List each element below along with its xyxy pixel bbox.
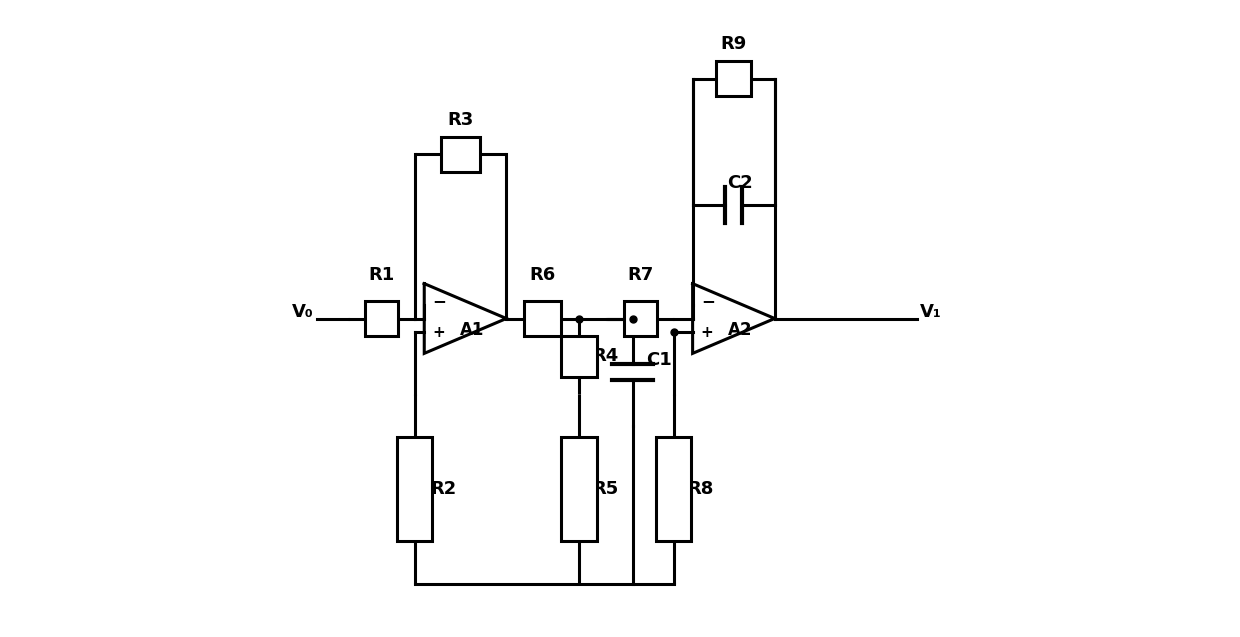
Bar [365,301,398,336]
Text: A2: A2 [728,321,753,339]
Text: R8: R8 [687,480,714,498]
Text: R1: R1 [368,266,394,283]
Text: +: + [433,325,445,340]
Text: R7: R7 [627,266,653,283]
Bar [562,336,596,377]
Bar [397,437,433,541]
Text: V₀: V₀ [291,303,314,321]
Text: R5: R5 [593,480,619,498]
Bar [441,137,480,172]
Text: C2: C2 [727,174,753,192]
Text: C1: C1 [646,350,672,369]
Bar [525,301,560,336]
Text: +: + [701,325,713,340]
Text: V₁: V₁ [920,303,941,321]
Bar [562,437,596,541]
Text: A1: A1 [460,321,484,339]
Bar [656,437,692,541]
Bar [624,301,657,336]
Text: R6: R6 [529,266,556,283]
Text: R3: R3 [448,111,474,129]
Text: R4: R4 [593,347,619,366]
Bar [717,61,751,96]
Text: R9: R9 [720,35,746,54]
Text: −: − [433,292,446,310]
Text: R2: R2 [430,480,456,498]
Text: −: − [701,292,714,310]
